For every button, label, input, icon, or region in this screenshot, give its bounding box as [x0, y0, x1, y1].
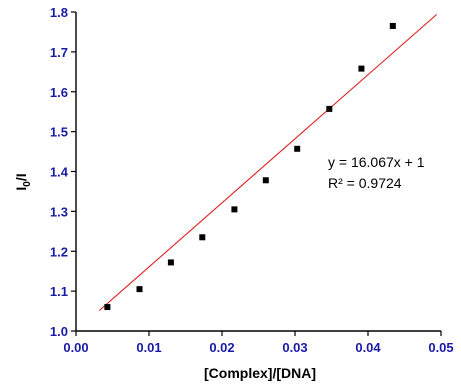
- data-point: [104, 304, 111, 311]
- x-tick-label: 0.05: [428, 340, 453, 355]
- fit-r-squared: R² = 0.9724: [328, 175, 402, 191]
- x-tick-label: 0.04: [355, 340, 381, 355]
- y-axis-title-main: I: [13, 187, 29, 191]
- data-points: [104, 22, 396, 311]
- y-tick-label: 1.3: [50, 204, 68, 219]
- y-tick-label: 1.0: [50, 324, 68, 339]
- x-tick-label: 0.00: [63, 340, 88, 355]
- data-point: [231, 206, 238, 213]
- x-tick-label: 0.02: [209, 340, 234, 355]
- x-tick-label: 0.03: [282, 340, 307, 355]
- data-point: [389, 22, 396, 29]
- data-point: [262, 177, 269, 184]
- y-axis-title: I0/I: [13, 173, 33, 190]
- y-tick-label: 1.7: [50, 45, 68, 60]
- y-axis-title-tail: /I: [13, 173, 29, 181]
- data-point: [136, 286, 143, 293]
- y-axis-title-subscript: 0: [22, 181, 33, 187]
- fit-equation: y = 16.067x + 1: [328, 154, 425, 170]
- ticks: 0.00 0.01 0.02 0.03 0.04 0.05 1.0 1.1 1.2 1.3 1.4 1…: [50, 5, 454, 355]
- fit-line-group: [98, 14, 437, 311]
- y-tick-label: 1.4: [50, 165, 69, 180]
- y-tick-label: 1.1: [50, 284, 68, 299]
- data-point: [167, 259, 174, 266]
- linear-fit-line: [98, 14, 437, 311]
- data-point: [199, 234, 206, 241]
- x-tick-label: 0.01: [136, 340, 161, 355]
- y-tick-label: 1.2: [50, 244, 68, 259]
- y-tick-label: 1.5: [50, 125, 68, 140]
- x-axis-title: [Complex]/[DNA]: [204, 365, 316, 381]
- data-point: [294, 145, 301, 152]
- y-tick-label: 1.6: [50, 85, 68, 100]
- y-tick-label: 1.8: [50, 5, 68, 20]
- data-point: [326, 105, 333, 112]
- data-point: [358, 65, 365, 72]
